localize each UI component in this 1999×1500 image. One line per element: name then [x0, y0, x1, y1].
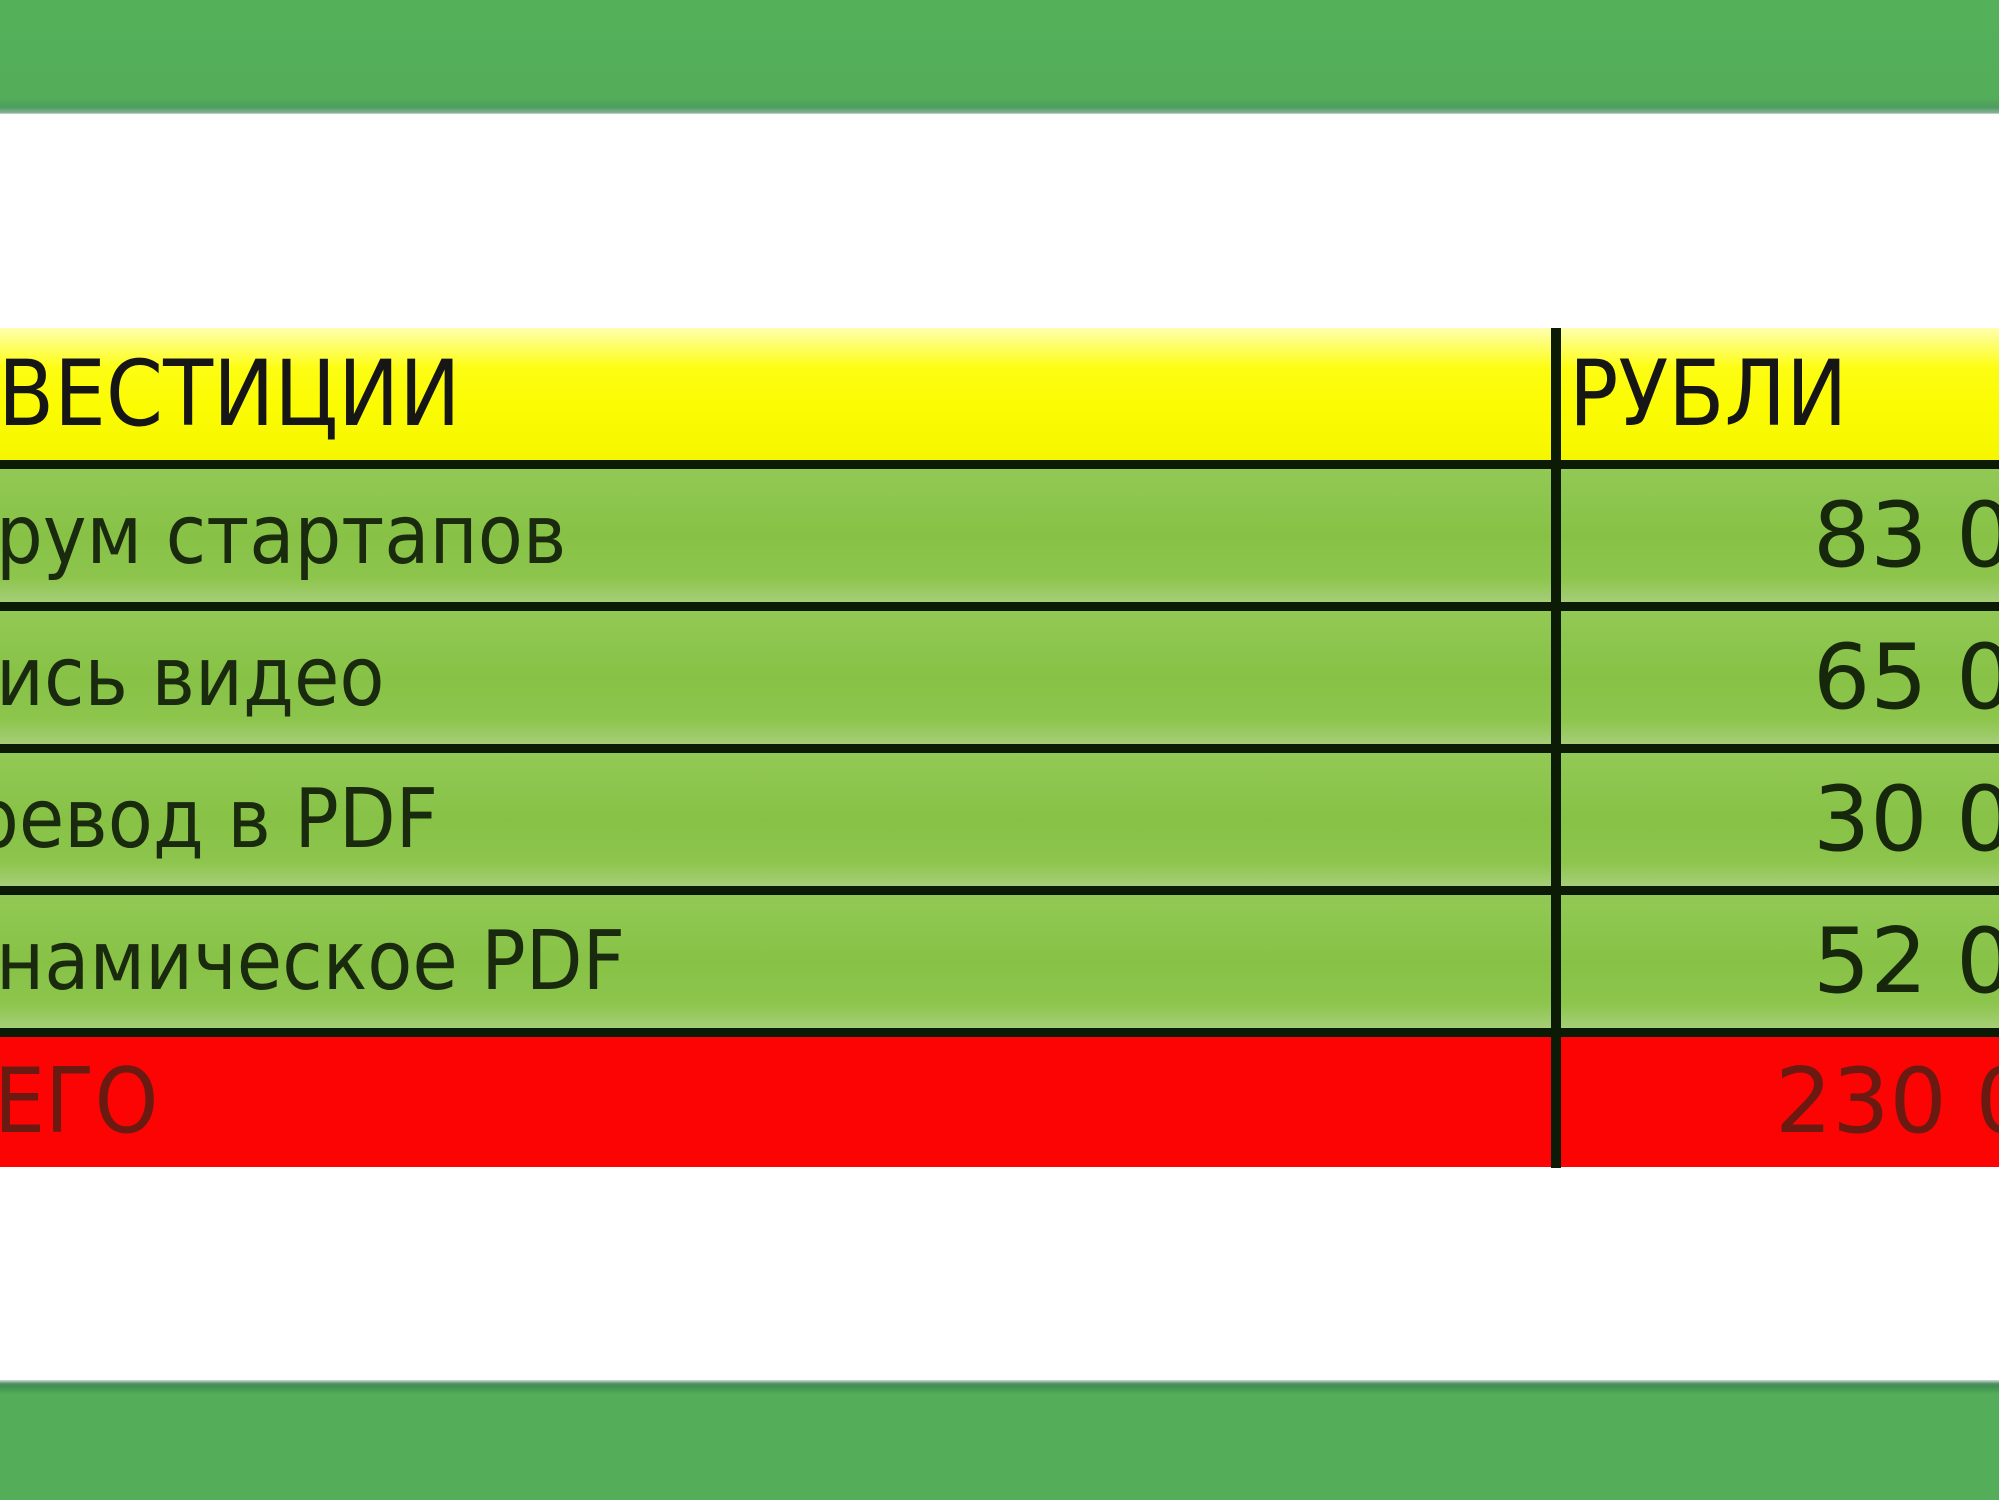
table-total-row: ЕГО 230 0 [0, 1037, 1999, 1167]
header-label-investments: ВЕСТИЦИИ [0, 341, 461, 447]
row-value-cell: 52 0 [1551, 895, 1999, 1028]
row-value-cell: 65 0 [1551, 611, 1999, 744]
table-row: намическое PDF 52 0 [0, 895, 1999, 1037]
row-value-cell: 83 0 [1551, 469, 1999, 602]
row-value-cell: 30 0 [1551, 753, 1999, 886]
row-label-cell: намическое PDF [0, 895, 1551, 1028]
row-value: 83 0 [1813, 482, 1999, 588]
total-label: ЕГО [0, 1049, 159, 1154]
row-value: 52 0 [1813, 908, 1999, 1014]
total-value-cell: 230 0 [1551, 1037, 1999, 1167]
row-label: ись видео [0, 629, 385, 725]
table-row: ревод в PDF 30 0 [0, 753, 1999, 895]
top-green-banner [0, 0, 1999, 114]
table-row: рум стартапов 83 0 [0, 469, 1999, 611]
row-label-cell: ись видео [0, 611, 1551, 744]
bottom-green-banner [0, 1380, 1999, 1500]
header-label-rubles: РУБЛИ [1569, 341, 1848, 447]
table-row: ись видео 65 0 [0, 611, 1999, 753]
row-value: 65 0 [1813, 624, 1999, 730]
row-label: намическое PDF [0, 913, 626, 1009]
row-value: 30 0 [1813, 766, 1999, 872]
header-cell-rubles: РУБЛИ [1551, 328, 1999, 460]
total-label-cell: ЕГО [0, 1037, 1551, 1167]
header-cell-investments: ВЕСТИЦИИ [0, 328, 1551, 460]
row-label: рум стартапов [0, 487, 567, 583]
total-value: 230 0 [1775, 1049, 1999, 1154]
column-divider-line [1551, 328, 1561, 1168]
investment-table: ВЕСТИЦИИ РУБЛИ рум стартапов 83 0 ись ви… [0, 328, 1999, 1167]
row-label: ревод в PDF [0, 771, 439, 867]
row-label-cell: ревод в PDF [0, 753, 1551, 886]
table-header-row: ВЕСТИЦИИ РУБЛИ [0, 328, 1999, 469]
row-label-cell: рум стартапов [0, 469, 1551, 602]
